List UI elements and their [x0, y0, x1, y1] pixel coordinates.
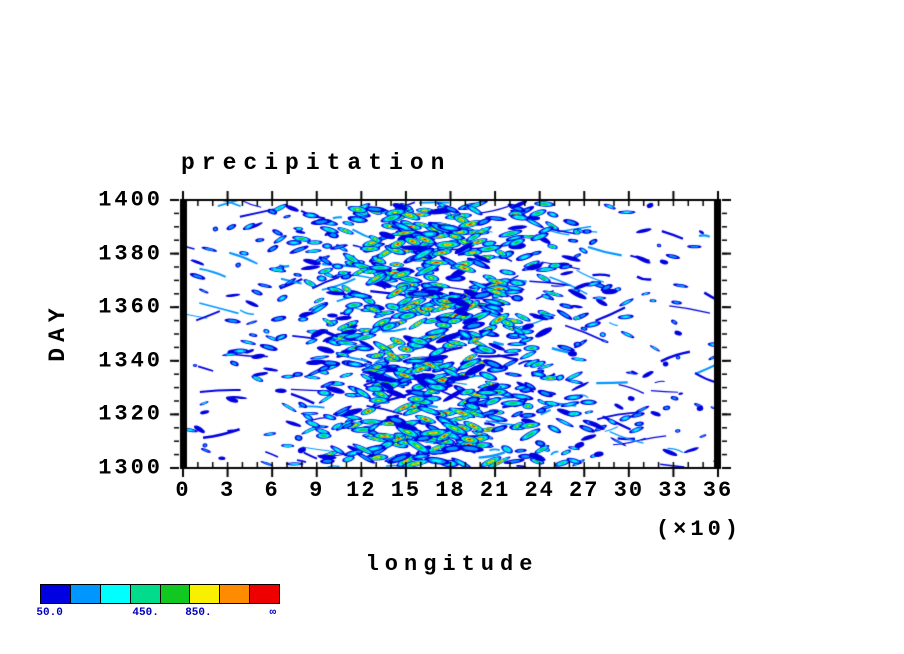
colorbar-cell [249, 584, 280, 604]
x-tick-label: 24 [524, 478, 555, 503]
x-tick-label: 33 [658, 478, 689, 503]
chart-title: precipitation [181, 150, 452, 176]
x-axis-tick-labels: 0 3 6 9 12 15 18 21 24 27 30 33 36 [0, 478, 904, 508]
y-axis-tick-labels: 1300 1320 1340 1360 1380 1400 [0, 0, 163, 654]
x-tick-label: 15 [390, 478, 422, 503]
y-tick-label: 1400 [98, 187, 163, 213]
x-tick-label: 18 [435, 478, 466, 503]
y-tick-label: 1340 [98, 348, 163, 374]
x-tick-label: 6 [264, 478, 280, 503]
colorbar-cell [189, 584, 221, 604]
x-tick-label: 30 [613, 478, 645, 503]
y-tick-label: 1360 [98, 294, 163, 320]
colorbar-labels: 50.0 450. 850. ∞ [36, 607, 280, 621]
y-tick-label: 1320 [98, 401, 163, 427]
colorbar-label: ∞ [269, 607, 277, 619]
x-axis-multiplier: (×10) [655, 517, 742, 542]
x-tick-label: 27 [569, 478, 600, 503]
x-tick-label: 0 [175, 478, 191, 503]
y-tick-label: 1380 [98, 241, 163, 267]
x-axis-label: longitude [365, 552, 539, 577]
x-tick-label: 12 [346, 478, 377, 503]
colorbar-cell [159, 584, 191, 604]
x-tick-label: 36 [702, 478, 734, 503]
colorbar-cell [40, 584, 71, 604]
colorbar-label: 850. [185, 607, 212, 619]
colorbar-label: 50.0 [36, 607, 63, 619]
x-tick-label: 3 [219, 478, 236, 503]
colorbar-label: 450. [132, 607, 159, 619]
colorbar-cell [69, 584, 101, 604]
colorbar-cell [99, 584, 131, 604]
colorbar [40, 584, 280, 604]
y-tick-label: 1300 [98, 455, 163, 481]
x-tick-label: 21 [479, 478, 511, 503]
colorbar-cell [129, 584, 161, 604]
x-tick-label: 9 [309, 478, 325, 503]
colorbar-cell [219, 584, 251, 604]
